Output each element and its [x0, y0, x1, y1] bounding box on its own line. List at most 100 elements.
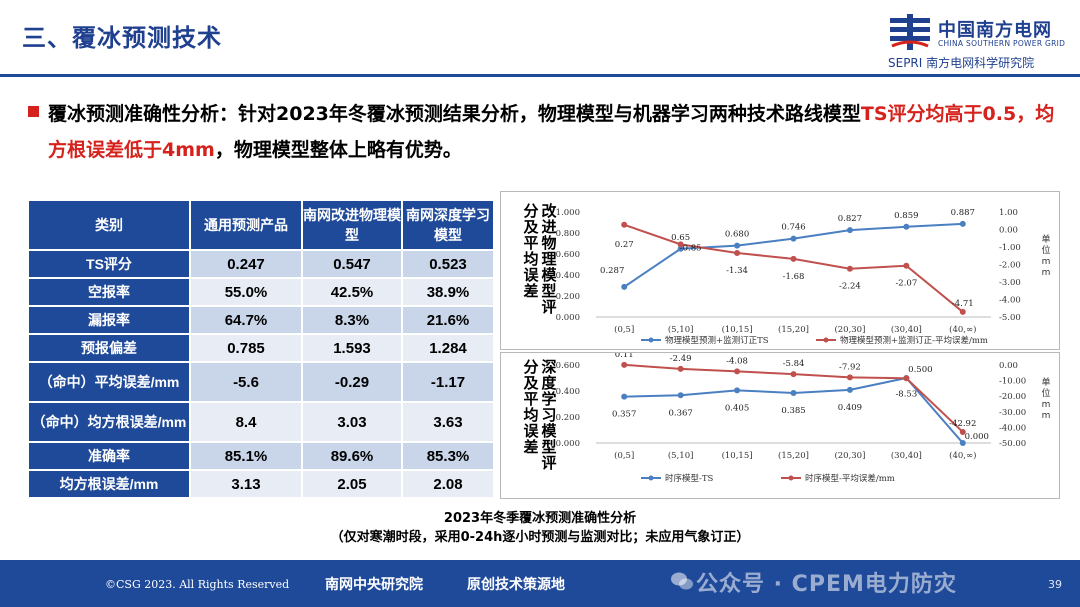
chart-caption-note: （仅对寒潮时段，采用0-24h逐小时预测与监测对比；未应用气象订正） — [330, 530, 750, 545]
data-point — [677, 392, 684, 399]
header: 三、覆冰预测技术 中国南方电网 CHINA SOUTHERN POWER GRI… — [0, 0, 1080, 77]
side-title-char: 型 — [541, 282, 556, 300]
side-title-char: 分 — [523, 202, 538, 220]
table-header-row: 类别 通用预测产品 南网改进物理模型 南网深度学习模型 — [27, 199, 495, 251]
row-label: 准确率 — [27, 441, 191, 471]
x-category-label: (15,20] — [778, 450, 809, 461]
y-right-unit-char: m — [1042, 268, 1051, 278]
data-point — [959, 308, 966, 315]
y-right-tick-label: -5.00 — [999, 313, 1021, 323]
data-label: 0.357 — [612, 410, 636, 420]
footer-watermark: 公众号 · CPEM电力防灾 — [696, 572, 957, 597]
logo-english-name: CHINA SOUTHERN POWER GRID — [938, 39, 1066, 48]
x-category-label: (0,5] — [614, 324, 634, 335]
table-row: 预报偏差 0.785 1.593 1.284 — [27, 333, 495, 363]
side-title-char: 差 — [523, 282, 538, 300]
cell-value: 0.247 — [189, 249, 303, 279]
cell-value: 21.6% — [401, 305, 495, 335]
side-title-char: 平 — [523, 234, 538, 252]
legend-marker — [648, 475, 654, 481]
data-point — [677, 241, 684, 248]
y-left-tick-label: 1.000 — [556, 208, 580, 218]
data-label: -2.07 — [895, 279, 917, 289]
data-label: -2.49 — [670, 354, 692, 364]
table-header-deep-learning: 南网深度学习模型 — [401, 199, 495, 251]
wechat-icon — [671, 572, 693, 590]
data-label: 0.859 — [894, 211, 918, 221]
side-title-char: 误 — [523, 422, 539, 440]
cell-value: 3.13 — [189, 469, 303, 499]
side-title-char: 模 — [541, 266, 557, 284]
side-title-char: 均 — [523, 406, 538, 424]
data-label: 0.746 — [781, 223, 805, 233]
y-right-tick-label: -1.00 — [999, 243, 1021, 253]
cell-value: -0.29 — [301, 361, 403, 403]
accuracy-table: 类别 通用预测产品 南网改进物理模型 南网深度学习模型 TS评分 0.247 0… — [27, 199, 495, 499]
row-label: 空报率 — [27, 277, 191, 307]
y-left-tick-label: 0.600 — [556, 361, 580, 371]
legend-label: 物理模型预测+监测订正TS — [665, 335, 769, 346]
data-label: -4.71 — [952, 299, 974, 309]
table-row: （命中）均方根误差/mm 8.4 3.03 3.63 — [27, 401, 495, 443]
side-title-char: 改 — [541, 202, 557, 220]
x-category-label: (5,10] — [668, 450, 694, 461]
data-point — [959, 428, 966, 435]
header-divider — [0, 74, 1080, 77]
cell-value: 64.7% — [189, 305, 303, 335]
physical-model-chart-panel: 改进物理模型评 分及平均误差 0.000 0.200 0.400 0.600 0.800 1.… — [500, 191, 1060, 350]
side-title-char: 差 — [523, 438, 538, 456]
cell-value: 1.284 — [401, 333, 495, 363]
x-category-label: (10,15] — [722, 324, 753, 335]
y-right-unit-char: m — [1042, 257, 1051, 267]
x-category-label: (5,10] — [668, 324, 694, 335]
y-right-tick-label: -30.00 — [999, 408, 1026, 418]
table-row: 均方根误差/mm 3.13 2.05 2.08 — [27, 469, 495, 499]
cell-value: 85.3% — [401, 441, 495, 471]
data-label: 0.11 — [615, 353, 634, 360]
y-right-tick-label: 0.00 — [999, 361, 1018, 371]
cell-value: 38.9% — [401, 277, 495, 307]
cell-value: 8.4 — [189, 401, 303, 443]
page-title: 三、覆冰预测技术 — [22, 24, 222, 52]
cell-value: 0.547 — [301, 249, 403, 279]
x-category-label: (0,5] — [614, 450, 634, 461]
summary-text: 覆冰预测准确性分析：针对2023年冬覆冰预测结果分析，物理模型与机器学习两种技术… — [48, 96, 1058, 168]
row-label: （命中）平均误差/mm — [27, 361, 191, 403]
summary-part3: ，物理模型整体上略有优势。 — [214, 139, 462, 161]
y-right-unit-char: 位 — [1041, 387, 1050, 399]
x-category-label: (40,∞) — [949, 324, 976, 335]
y-left-tick-label: 0.000 — [556, 439, 580, 449]
y-left-tick-label: 0.400 — [556, 271, 580, 281]
data-label: 0.367 — [668, 408, 692, 418]
cell-value: 42.5% — [301, 277, 403, 307]
summary-part1: 覆冰预测准确性分析：针对2023年冬覆冰预测结果分析，物理模型与机器学习两种技术… — [48, 103, 861, 125]
data-point — [959, 220, 966, 227]
chart-caption-title: 2023年冬季覆冰预测准确性分析 — [443, 511, 637, 526]
x-category-label: (20,30] — [834, 450, 865, 461]
power-grid-logo-icon — [890, 14, 930, 50]
cell-value: 1.593 — [301, 333, 403, 363]
table-row: TS评分 0.247 0.547 0.523 — [27, 249, 495, 279]
side-title-char: 理 — [541, 250, 556, 268]
data-point — [734, 387, 741, 394]
data-label: 0.287 — [600, 266, 624, 276]
data-label: 0.405 — [725, 403, 749, 413]
y-left-tick-label: 0.200 — [556, 292, 580, 302]
footer-slogan-2: 原创技术策源地 — [467, 577, 565, 593]
row-label: 漏报率 — [27, 305, 191, 335]
x-category-label: (10,15] — [722, 450, 753, 461]
side-title-char: 深 — [541, 358, 556, 376]
row-label: TS评分 — [27, 249, 191, 279]
x-category-label: (20,30] — [834, 324, 865, 335]
cell-value: 8.3% — [301, 305, 403, 335]
data-label: 0.65 — [671, 233, 690, 243]
side-title-char: 进 — [541, 218, 556, 236]
side-title-char: 模 — [541, 422, 557, 440]
data-point — [621, 393, 628, 400]
x-category-label: (30,40] — [891, 450, 922, 461]
bullet-square-icon — [28, 106, 39, 117]
table-row: 漏报率 64.7% 8.3% 21.6% — [27, 305, 495, 335]
data-label: -42.92 — [949, 419, 976, 429]
y-right-tick-label: 1.00 — [999, 208, 1018, 218]
